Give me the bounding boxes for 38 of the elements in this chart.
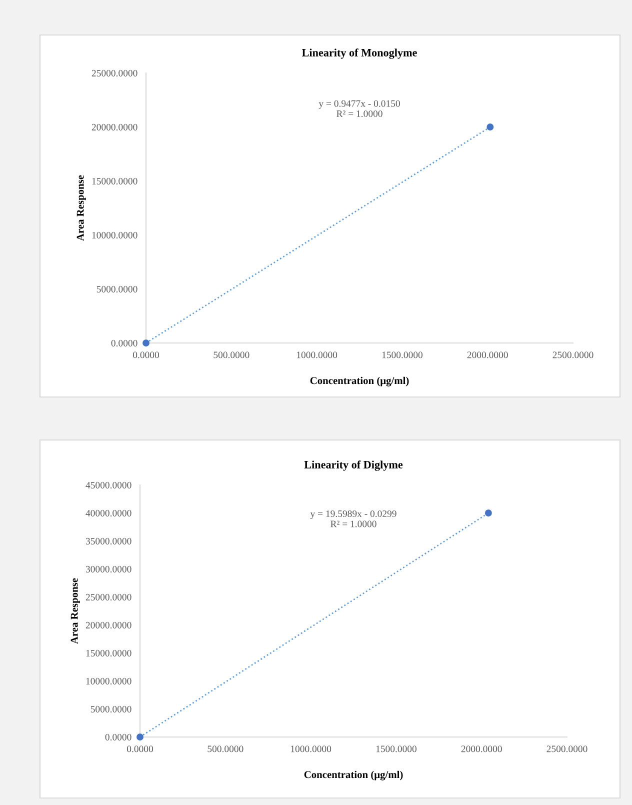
- x-tick-label: 500.0000: [214, 352, 250, 358]
- y-tick-label: 20000.0000: [86, 622, 132, 629]
- y-tick-label: 10000.0000: [92, 232, 138, 239]
- x-tick-label: 2000.0000: [467, 352, 508, 358]
- x-tick-label: 1500.0000: [376, 746, 416, 752]
- y-tick-label: 20000.0000: [92, 124, 138, 131]
- x-tick-label: 2500.0000: [552, 352, 594, 358]
- x-axis-title: Concentration (μg/ml): [310, 376, 409, 386]
- y-tick-label: 45000.0000: [86, 482, 132, 489]
- y-tick-label: 15000.0000: [86, 650, 132, 657]
- annotation: R² = 1.0000: [330, 520, 376, 528]
- y-tick-label: 25000.0000: [86, 594, 132, 601]
- x-tick-label: 1000.0000: [290, 746, 332, 752]
- y-tick-label: 0.0000: [105, 734, 132, 741]
- y-tick-label: 15000.0000: [92, 178, 138, 185]
- x-tick-label: 1500.0000: [382, 352, 422, 358]
- chart-title: Linearity of Diglyme: [304, 460, 403, 471]
- x-tick-label: 500.0000: [208, 746, 244, 752]
- x-tick-label: 2000.0000: [461, 746, 502, 752]
- y-tick-label: 10000.0000: [86, 678, 132, 685]
- x-tick-label: 0.0000: [133, 352, 159, 358]
- y-axis-title: Area Response: [76, 175, 86, 241]
- y-axis-title: Area Response: [70, 578, 80, 644]
- y-tick-label: 35000.0000: [86, 538, 132, 545]
- x-axis-title: Concentration (μg/ml): [304, 770, 403, 780]
- y-tick-label: 0.0000: [111, 340, 138, 347]
- annotation: R² = 1.0000: [336, 110, 382, 118]
- x-tick-label: 0.0000: [127, 746, 153, 752]
- x-tick-label: 2500.0000: [546, 746, 588, 752]
- y-tick-label: 40000.0000: [86, 510, 132, 517]
- x-tick-label: 1000.0000: [296, 352, 338, 358]
- y-tick-label: 30000.0000: [86, 566, 132, 573]
- annotation: y = 19.5989x - 0.0299: [310, 510, 396, 520]
- chart-title: Linearity of Monoglyme: [302, 48, 417, 59]
- y-tick-label: 5000.0000: [90, 706, 132, 713]
- annotation: y = 0.9477x - 0.0150: [318, 100, 400, 109]
- y-tick-label: 5000.0000: [96, 286, 138, 293]
- y-tick-label: 25000.0000: [92, 70, 138, 77]
